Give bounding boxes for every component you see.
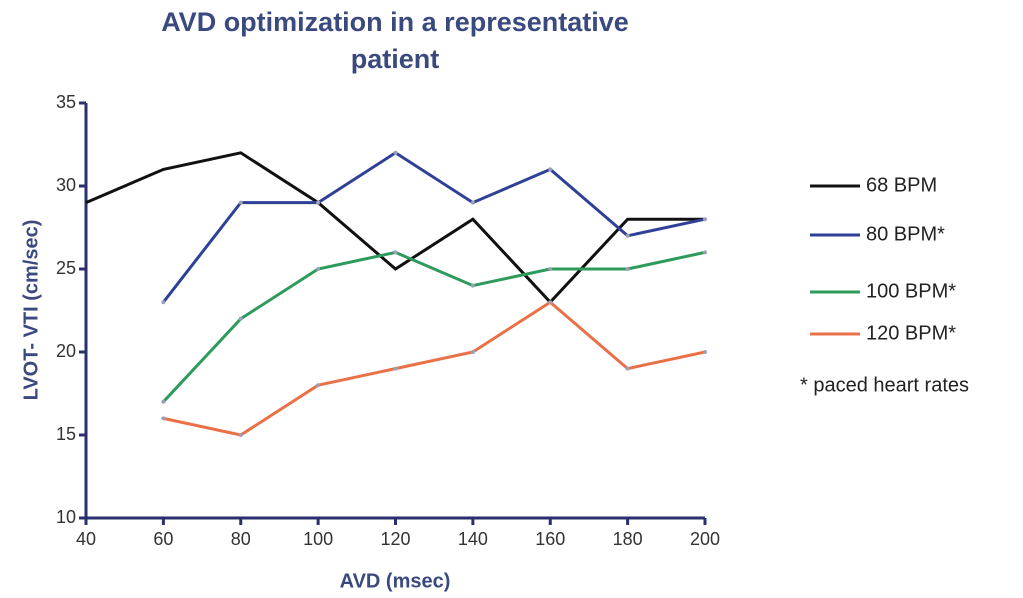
- y-tick-label: 20: [56, 341, 76, 361]
- series-line: [163, 300, 706, 437]
- point: [548, 267, 553, 271]
- point: [238, 433, 243, 437]
- point: [470, 350, 475, 354]
- point: [316, 383, 321, 388]
- point: [625, 267, 630, 271]
- legend-label: 68 BPM: [866, 174, 937, 196]
- point: [238, 200, 243, 205]
- x-tick-label: 120: [380, 529, 410, 549]
- point: [238, 316, 243, 321]
- point: [703, 217, 707, 222]
- point: [703, 350, 707, 354]
- y-tick-label: 10: [56, 507, 76, 527]
- y-tick-label: 30: [56, 175, 76, 195]
- point: [470, 283, 475, 288]
- series-line: [162, 250, 706, 403]
- x-tick-label: 80: [231, 529, 251, 549]
- x-axis-title: AVD (msec): [340, 570, 451, 592]
- x-tick-label: 60: [153, 529, 173, 549]
- point: [161, 416, 166, 421]
- chart-title: AVD optimization in a representative pat…: [161, 7, 629, 74]
- point: [161, 399, 166, 404]
- legend-label: 100 BPM*: [866, 280, 956, 302]
- point: [625, 233, 630, 238]
- point: [393, 150, 398, 155]
- series-line: [162, 151, 706, 304]
- y-tick-label: 35: [56, 92, 76, 112]
- legend-label: 80 BPM*: [866, 223, 945, 245]
- y-tick-label: 15: [56, 424, 76, 444]
- point: [625, 366, 630, 371]
- x-tick-label: 180: [613, 529, 643, 549]
- y-tick-label: 25: [56, 258, 76, 278]
- annotation: * paced heart rates: [800, 374, 969, 396]
- point: [470, 200, 475, 205]
- x-tick-label: 40: [76, 529, 96, 549]
- x-tick-label: 160: [535, 529, 565, 549]
- point: [548, 167, 553, 172]
- point: [393, 250, 398, 255]
- point: [316, 267, 321, 271]
- legend-label: 120 BPM*: [866, 322, 956, 344]
- point: [393, 366, 398, 371]
- x-tick-label: 100: [303, 529, 333, 549]
- series-line: [85, 151, 705, 305]
- y-axis-title: LVOT- VTI (cm/sec): [20, 220, 42, 401]
- x-tick-label: 200: [690, 529, 720, 549]
- point: [316, 200, 321, 205]
- x-tick-label: 140: [458, 529, 488, 549]
- point: [161, 300, 166, 305]
- point: [548, 300, 553, 305]
- point: [703, 250, 707, 255]
